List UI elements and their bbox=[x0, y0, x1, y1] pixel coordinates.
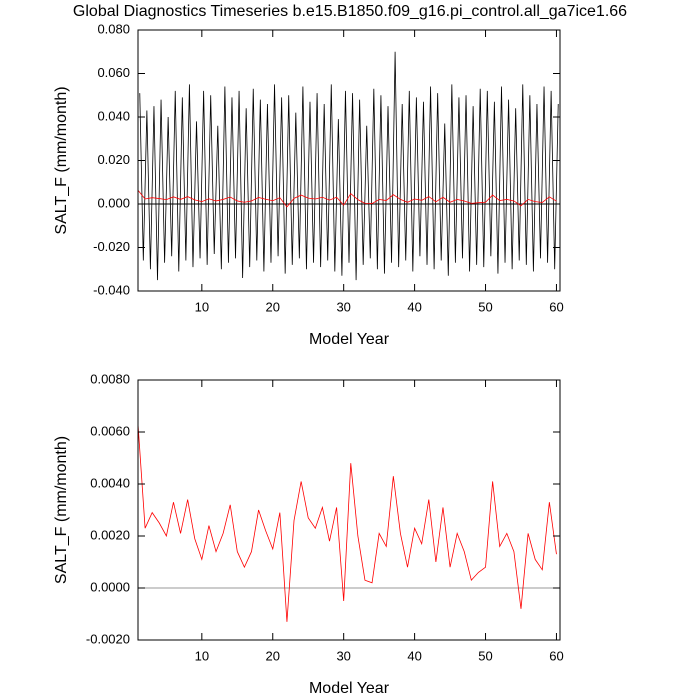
x-axis-label: Model Year bbox=[309, 331, 390, 348]
x-tick-label: 50 bbox=[478, 299, 492, 314]
y-tick-label: 0.0060 bbox=[90, 423, 130, 438]
x-tick-label: 30 bbox=[336, 299, 350, 314]
chart-title: Global Diagnostics Timeseries b.e15.B185… bbox=[73, 3, 627, 20]
y-tick-label: -0.040 bbox=[93, 282, 130, 297]
x-tick-label: 40 bbox=[407, 648, 421, 663]
y-tick-label: 0.0000 bbox=[90, 579, 130, 594]
x-tick-label: 30 bbox=[336, 648, 350, 663]
y-tick-label: -0.0020 bbox=[86, 631, 130, 646]
y-axis-label: SALT_F (mm/month) bbox=[53, 436, 70, 584]
x-axis-label: Model Year bbox=[309, 680, 390, 697]
plot-frame bbox=[137, 379, 561, 641]
y-tick-label: 0.0040 bbox=[90, 475, 130, 490]
y-tick-label: 0.040 bbox=[97, 108, 130, 123]
x-tick-label: 20 bbox=[266, 299, 280, 314]
series-line bbox=[137, 424, 557, 622]
y-tick-label: 0.020 bbox=[97, 152, 130, 167]
x-tick-label: 60 bbox=[549, 299, 563, 314]
series-line bbox=[137, 190, 557, 208]
x-tick-label: 60 bbox=[549, 648, 563, 663]
x-tick-label: 10 bbox=[195, 648, 209, 663]
x-tick-label: 50 bbox=[478, 648, 492, 663]
y-tick-label: 0.0020 bbox=[90, 527, 130, 542]
x-tick-label: 20 bbox=[266, 648, 280, 663]
y-tick-label: 0.080 bbox=[97, 21, 130, 36]
series-line bbox=[139, 51, 559, 281]
x-tick-label: 10 bbox=[195, 299, 209, 314]
y-tick-label: 0.060 bbox=[97, 65, 130, 80]
y-tick-label: -0.020 bbox=[93, 239, 130, 254]
y-axis-label: SALT_F (mm/month) bbox=[53, 86, 70, 234]
x-tick-label: 40 bbox=[407, 299, 421, 314]
y-tick-label: 0.000 bbox=[97, 195, 130, 210]
y-tick-label: 0.0080 bbox=[90, 371, 130, 386]
